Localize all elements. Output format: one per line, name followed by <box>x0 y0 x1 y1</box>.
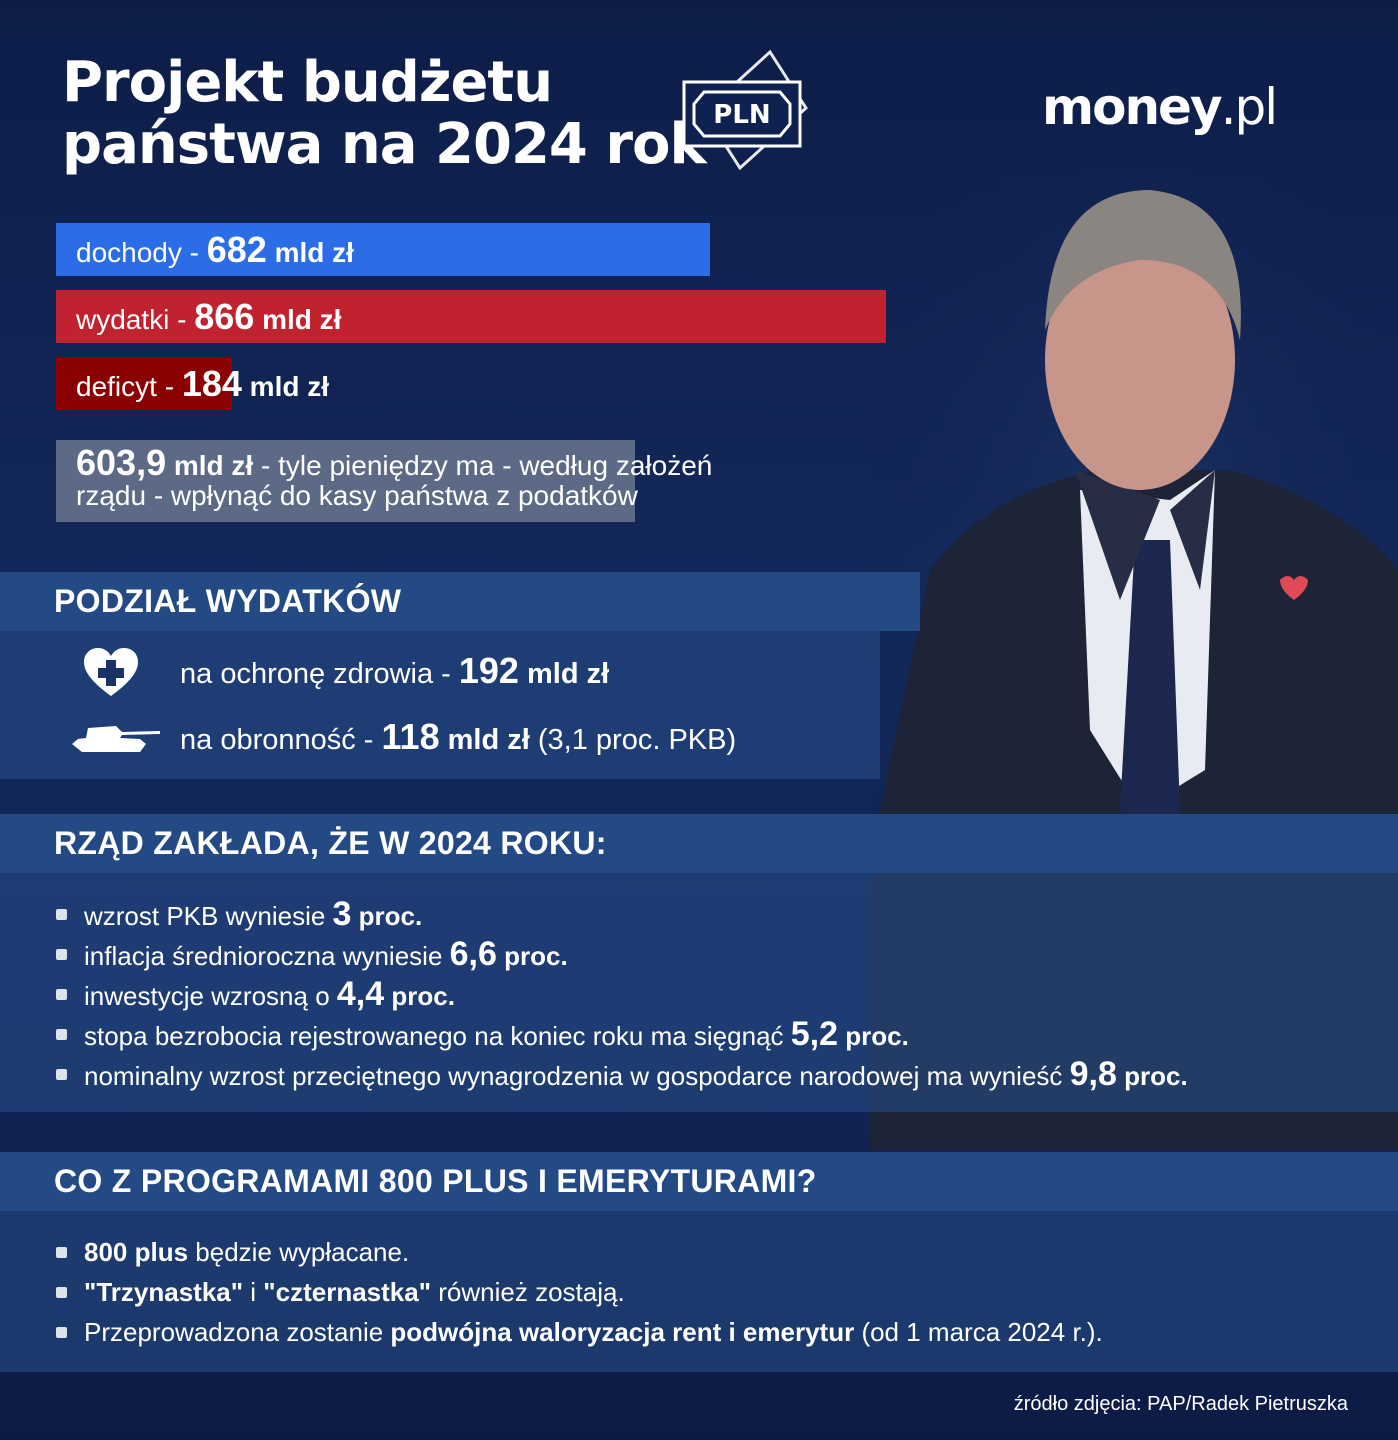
item-unit: proc. <box>496 941 568 971</box>
tax-revenue-box <box>56 440 635 522</box>
bar-label-dochody: dochody - 682 mld zł <box>76 223 354 276</box>
bar-unit: mld zł <box>266 237 354 268</box>
item-text: inwestycje wzrosną o <box>84 981 337 1011</box>
bar-value: 682 <box>206 229 267 270</box>
tax-revenue-value: 603,9 <box>76 442 167 483</box>
forecast-panel <box>0 873 1398 1112</box>
bar-label-wydatki: wydatki - 866 mld zł <box>76 290 341 343</box>
forecast-item: stopa bezrobocia rejestrowanego na konie… <box>56 1014 1188 1054</box>
expenses-heading-band: PODZIAŁ WYDATKÓW <box>0 572 920 631</box>
expenses-panel <box>0 631 880 779</box>
forecast-item: inflacja średnioroczna wyniesie 6,6 proc… <box>56 934 1188 974</box>
program-item: "Trzynastka" i "czternastka" również zos… <box>56 1272 1103 1312</box>
bar-category: dochody <box>76 237 182 268</box>
expense-label: na ochronę zdrowia - <box>180 658 459 690</box>
item-text: inflacja średnioroczna wyniesie <box>84 941 450 971</box>
expense-value: 118 <box>381 716 440 757</box>
programs-panel <box>0 1211 1398 1372</box>
page-title: Projekt budżetu państwa na 2024 rok <box>62 50 707 177</box>
pln-banknote-icon: PLN <box>682 49 808 171</box>
expense-health: na ochronę zdrowia - 192 mld zł <box>180 650 609 692</box>
item-text: również zostają. <box>431 1277 625 1307</box>
item-bold: podwójna waloryzacja rent i emerytur <box>390 1317 855 1347</box>
tank-icon <box>72 726 160 752</box>
bar-category: wydatki <box>76 304 170 335</box>
item-text: Przeprowadzona zostanie <box>84 1317 391 1347</box>
forecast-item: wzrost PKB wyniesie 3 proc. <box>56 894 1188 934</box>
forecast-heading: RZĄD ZAKŁADA, ŻE W 2024 ROKU: <box>54 825 607 861</box>
item-unit: proc. <box>838 1021 909 1051</box>
programs-list: 800 plus będzie wypłacane. "Trzynastka" … <box>56 1232 1103 1352</box>
item-unit: proc. <box>351 901 423 931</box>
expense-defense: na obronność - 118 mld zł (3,1 proc. PKB… <box>180 716 736 758</box>
item-bold: "czternastka" <box>263 1277 432 1307</box>
logo-suffix: .pl <box>1220 78 1279 136</box>
forecast-list: wzrost PKB wyniesie 3 proc. inflacja śre… <box>56 894 1188 1094</box>
pln-badge-text: PLN <box>713 100 770 130</box>
heart-plus-icon <box>84 648 138 696</box>
item-text: (od 1 marca 2024 r.). <box>854 1317 1103 1347</box>
title-line-2: państwa na 2024 rok <box>62 112 707 177</box>
bar-value: 184 <box>181 363 242 404</box>
item-text: i <box>243 1277 264 1307</box>
bar-value: 866 <box>194 296 255 337</box>
bar-dochody <box>56 223 710 276</box>
bar-sep: - <box>156 371 182 402</box>
item-value: 6,6 <box>449 935 497 973</box>
bar-category: deficyt <box>76 371 157 402</box>
item-unit: proc. <box>1116 1061 1188 1091</box>
expenses-heading: PODZIAŁ WYDATKÓW <box>54 583 402 619</box>
item-text: wzrost PKB wyniesie <box>84 901 333 931</box>
bar-wydatki <box>56 290 886 343</box>
forecast-heading-band: RZĄD ZAKŁADA, ŻE W 2024 ROKU: <box>0 814 1398 873</box>
expense-extra: (3,1 proc. PKB) <box>529 724 737 756</box>
forecast-item: nominalny wzrost przeciętnego wynagrodze… <box>56 1054 1188 1094</box>
item-bold: "Trzynastka" <box>84 1277 244 1307</box>
item-value: 3 <box>332 895 352 933</box>
programs-heading: CO Z PROGRAMAMI 800 PLUS I EMERYTURAMI? <box>54 1163 817 1199</box>
bar-unit: mld zł <box>254 304 342 335</box>
item-text: będzie wypłacane. <box>188 1237 410 1267</box>
item-value: 5,2 <box>790 1015 839 1053</box>
item-text: nominalny wzrost przeciętnego wynagrodze… <box>84 1061 1070 1091</box>
bar-label-deficyt: deficyt - 184 mld zł <box>76 357 329 410</box>
bar-sep: - <box>181 237 207 268</box>
item-text: stopa bezrobocia rejestrowanego na konie… <box>84 1021 791 1051</box>
forecast-item: inwestycje wzrosną o 4,4 proc. <box>56 974 1188 1014</box>
program-item: 800 plus będzie wypłacane. <box>56 1232 1103 1272</box>
photo-credit: źródło zdjęcia: PAP/Radek Pietruszka <box>1013 1393 1348 1415</box>
bar-unit: mld zł <box>241 371 330 402</box>
title-line-1: Projekt budżetu <box>62 50 553 115</box>
tax-revenue-desc: - tyle pieniędzy ma - według założeń rzą… <box>76 450 713 511</box>
expense-value: 192 <box>458 650 519 691</box>
tax-revenue-unit: mld zł <box>166 450 254 481</box>
expense-label: na obronność - <box>180 724 382 756</box>
expense-unit: mld zł <box>518 658 610 690</box>
program-item: Przeprowadzona zostanie podwójna waloryz… <box>56 1312 1103 1352</box>
bar-deficyt <box>56 357 233 410</box>
item-value: 9,8 <box>1069 1055 1117 1093</box>
item-unit: proc. <box>384 981 455 1011</box>
item-bold: 800 plus <box>84 1237 189 1267</box>
expense-unit: mld zł <box>439 724 530 756</box>
money-pl-logo: money.pl <box>1042 78 1279 136</box>
tax-revenue-text: 603,9 mld zł - tyle pieniędzy ma - wedłu… <box>76 445 776 511</box>
programs-heading-band: CO Z PROGRAMAMI 800 PLUS I EMERYTURAMI? <box>0 1152 1398 1211</box>
bar-sep: - <box>169 304 195 335</box>
item-value: 4,4 <box>336 975 385 1013</box>
logo-main: money <box>1042 78 1223 136</box>
